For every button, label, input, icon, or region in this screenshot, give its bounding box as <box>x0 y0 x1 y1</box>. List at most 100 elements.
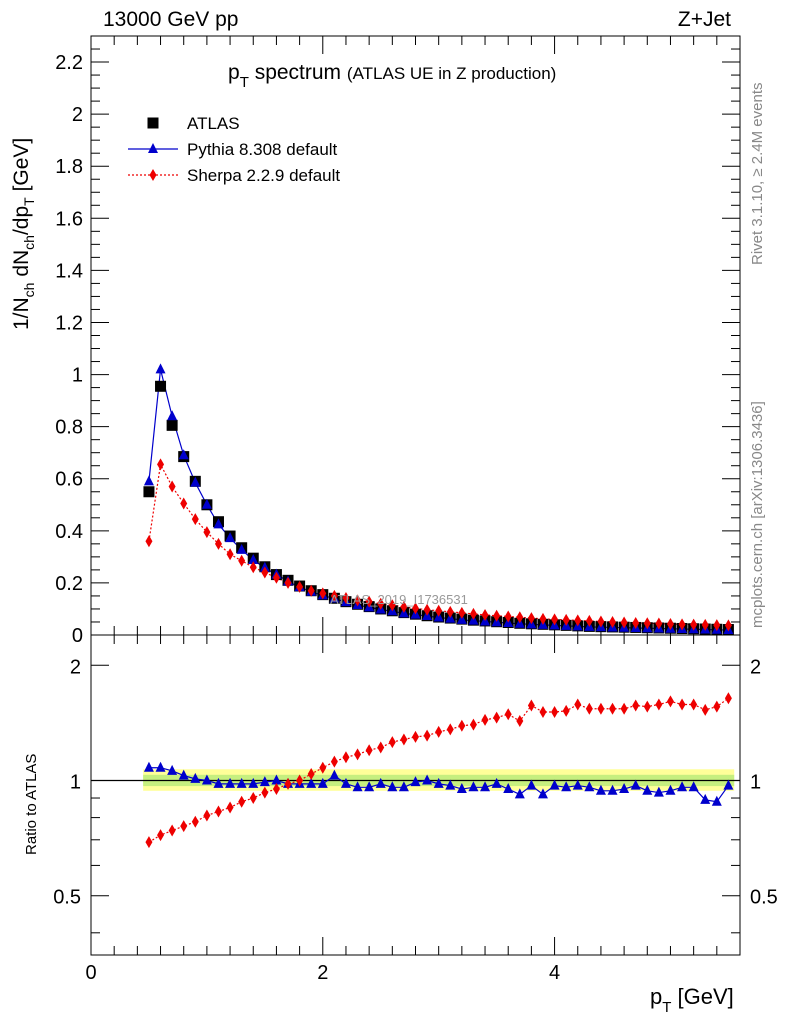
sherpa-ratio-point <box>678 698 686 711</box>
sherpa-point <box>620 616 628 629</box>
pythia-ratio-point <box>167 764 178 775</box>
sherpa-point <box>539 612 547 625</box>
sherpa-ratio-point <box>632 699 640 712</box>
sherpa-ratio-point <box>713 700 721 713</box>
ratio-ytick-label-left: 0.5 <box>53 887 81 909</box>
sherpa-point <box>180 497 188 510</box>
pythia-ratio-point <box>143 761 154 772</box>
sherpa-ratio-point <box>203 809 211 822</box>
sherpa-point <box>238 554 246 567</box>
sherpa-ratio-point <box>574 698 582 711</box>
sherpa-point <box>493 609 501 622</box>
sherpa-point <box>191 513 199 526</box>
ratio-ytick-label-right: 2 <box>750 656 761 678</box>
ratio-y-ticks: 0.5 0.5 1 1 2 2 <box>53 656 778 934</box>
title-rest: spectrum <box>249 61 341 84</box>
sherpa-point <box>724 619 732 632</box>
sherpa-ratio-point <box>458 719 466 732</box>
sherpa-point <box>435 604 443 617</box>
sherpa-point <box>678 618 686 631</box>
pythia-ratio-point <box>387 781 398 792</box>
pythia-point <box>225 532 236 543</box>
sherpa-ratio-point <box>655 698 663 711</box>
pythia-ratio-point <box>329 769 340 780</box>
ratio-ytick-label-left: 2 <box>70 656 81 678</box>
pythia-ratio-point <box>364 781 375 792</box>
pythia-ratio-point <box>526 779 537 790</box>
sherpa-ratio-point <box>354 748 362 761</box>
main-series <box>143 363 734 636</box>
pythia-point <box>213 518 224 529</box>
x-axis-label: pT [GeV] <box>650 984 734 1016</box>
sherpa-point <box>249 561 257 574</box>
sherpa-ratio-point <box>446 723 454 736</box>
pythia-ratio-point <box>213 777 224 788</box>
pythia-ratio-point <box>595 784 606 795</box>
sherpa-point <box>412 602 419 615</box>
atlas-point <box>166 419 178 431</box>
xtick-label: 2 <box>317 962 328 984</box>
title-note: (ATLAS UE in Z production) <box>347 64 556 83</box>
main-ytick-label: 1.6 <box>55 208 83 230</box>
pythia-ratio-point <box>340 777 351 788</box>
sherpa-point <box>296 580 304 593</box>
sherpa-point <box>458 606 466 619</box>
pythia-point <box>201 498 212 509</box>
sherpa-ratio-point <box>319 761 327 774</box>
pythia-point <box>143 475 154 486</box>
sherpa-ratio-point <box>261 786 269 799</box>
main-ytick-label: 1 <box>72 365 83 387</box>
pythia-ratio-point <box>317 777 328 788</box>
pythia-ratio-point <box>665 784 676 795</box>
pythia-ratio-point <box>514 788 525 799</box>
pythia-ratio-point <box>677 781 688 792</box>
pythia-point <box>167 410 178 421</box>
main-ytick-label: 0.4 <box>55 521 83 543</box>
sherpa-ratio-point <box>724 692 732 705</box>
main-ytick-label: 1.8 <box>55 156 83 178</box>
sherpa-ratio-point <box>585 702 593 715</box>
xlabel-sub: T <box>662 999 671 1016</box>
sherpa-ratio-point <box>562 704 570 717</box>
atlas-point <box>143 486 155 498</box>
rivet-label: Rivet 3.1.10, ≥ 2.4M events <box>749 83 766 266</box>
pythia-ratio-point <box>410 776 421 787</box>
sherpa-ratio-point <box>412 730 419 743</box>
main-ytick-label: 0.6 <box>55 469 83 491</box>
pythia-ratio-point <box>572 779 583 790</box>
sherpa-ratio-point <box>539 706 547 719</box>
legend-marker-sherpa <box>149 169 157 181</box>
pythia-ratio-point <box>225 777 236 788</box>
ratio-ytick-label-right: 0.5 <box>750 887 778 909</box>
pythia-ratio-point <box>259 776 270 787</box>
pythia-ratio-point <box>248 777 259 788</box>
main-ytick-label: 0.2 <box>55 573 83 595</box>
legend-marker-atlas <box>147 117 159 129</box>
title-sub: T <box>240 74 249 91</box>
sherpa-ratio-point <box>597 702 605 715</box>
sherpa-ratio-point <box>551 706 559 719</box>
sherpa-ratio-point <box>469 718 477 731</box>
sherpa-ratio-point <box>272 783 280 796</box>
pythia-ratio-point <box>503 783 514 794</box>
sherpa-ratio-point <box>145 836 153 849</box>
sherpa-point <box>527 612 535 625</box>
ratio-plot-frame <box>90 634 741 956</box>
pythia-ratio-point <box>306 777 317 788</box>
sherpa-point <box>388 599 396 612</box>
sherpa-ratio-point <box>609 702 617 715</box>
sherpa-point <box>713 619 721 632</box>
main-ytick-label: 2 <box>72 104 83 126</box>
pythia-ratio-point <box>456 783 467 794</box>
sherpa-point <box>655 617 663 630</box>
sherpa-ratio-point <box>377 741 385 754</box>
sherpa-ratio-point <box>701 703 709 716</box>
header-left: 13000 GeV pp <box>103 8 238 31</box>
main-plot-title: pT spectrum (ATLAS UE in Z production) <box>228 61 556 91</box>
sherpa-ratio-point <box>238 795 246 808</box>
sherpa-ratio-point <box>527 699 535 712</box>
header-right: Z+Jet <box>678 8 731 31</box>
sherpa-point <box>516 611 524 624</box>
pythia-ratio-point <box>537 788 548 799</box>
sherpa-point <box>307 584 315 597</box>
